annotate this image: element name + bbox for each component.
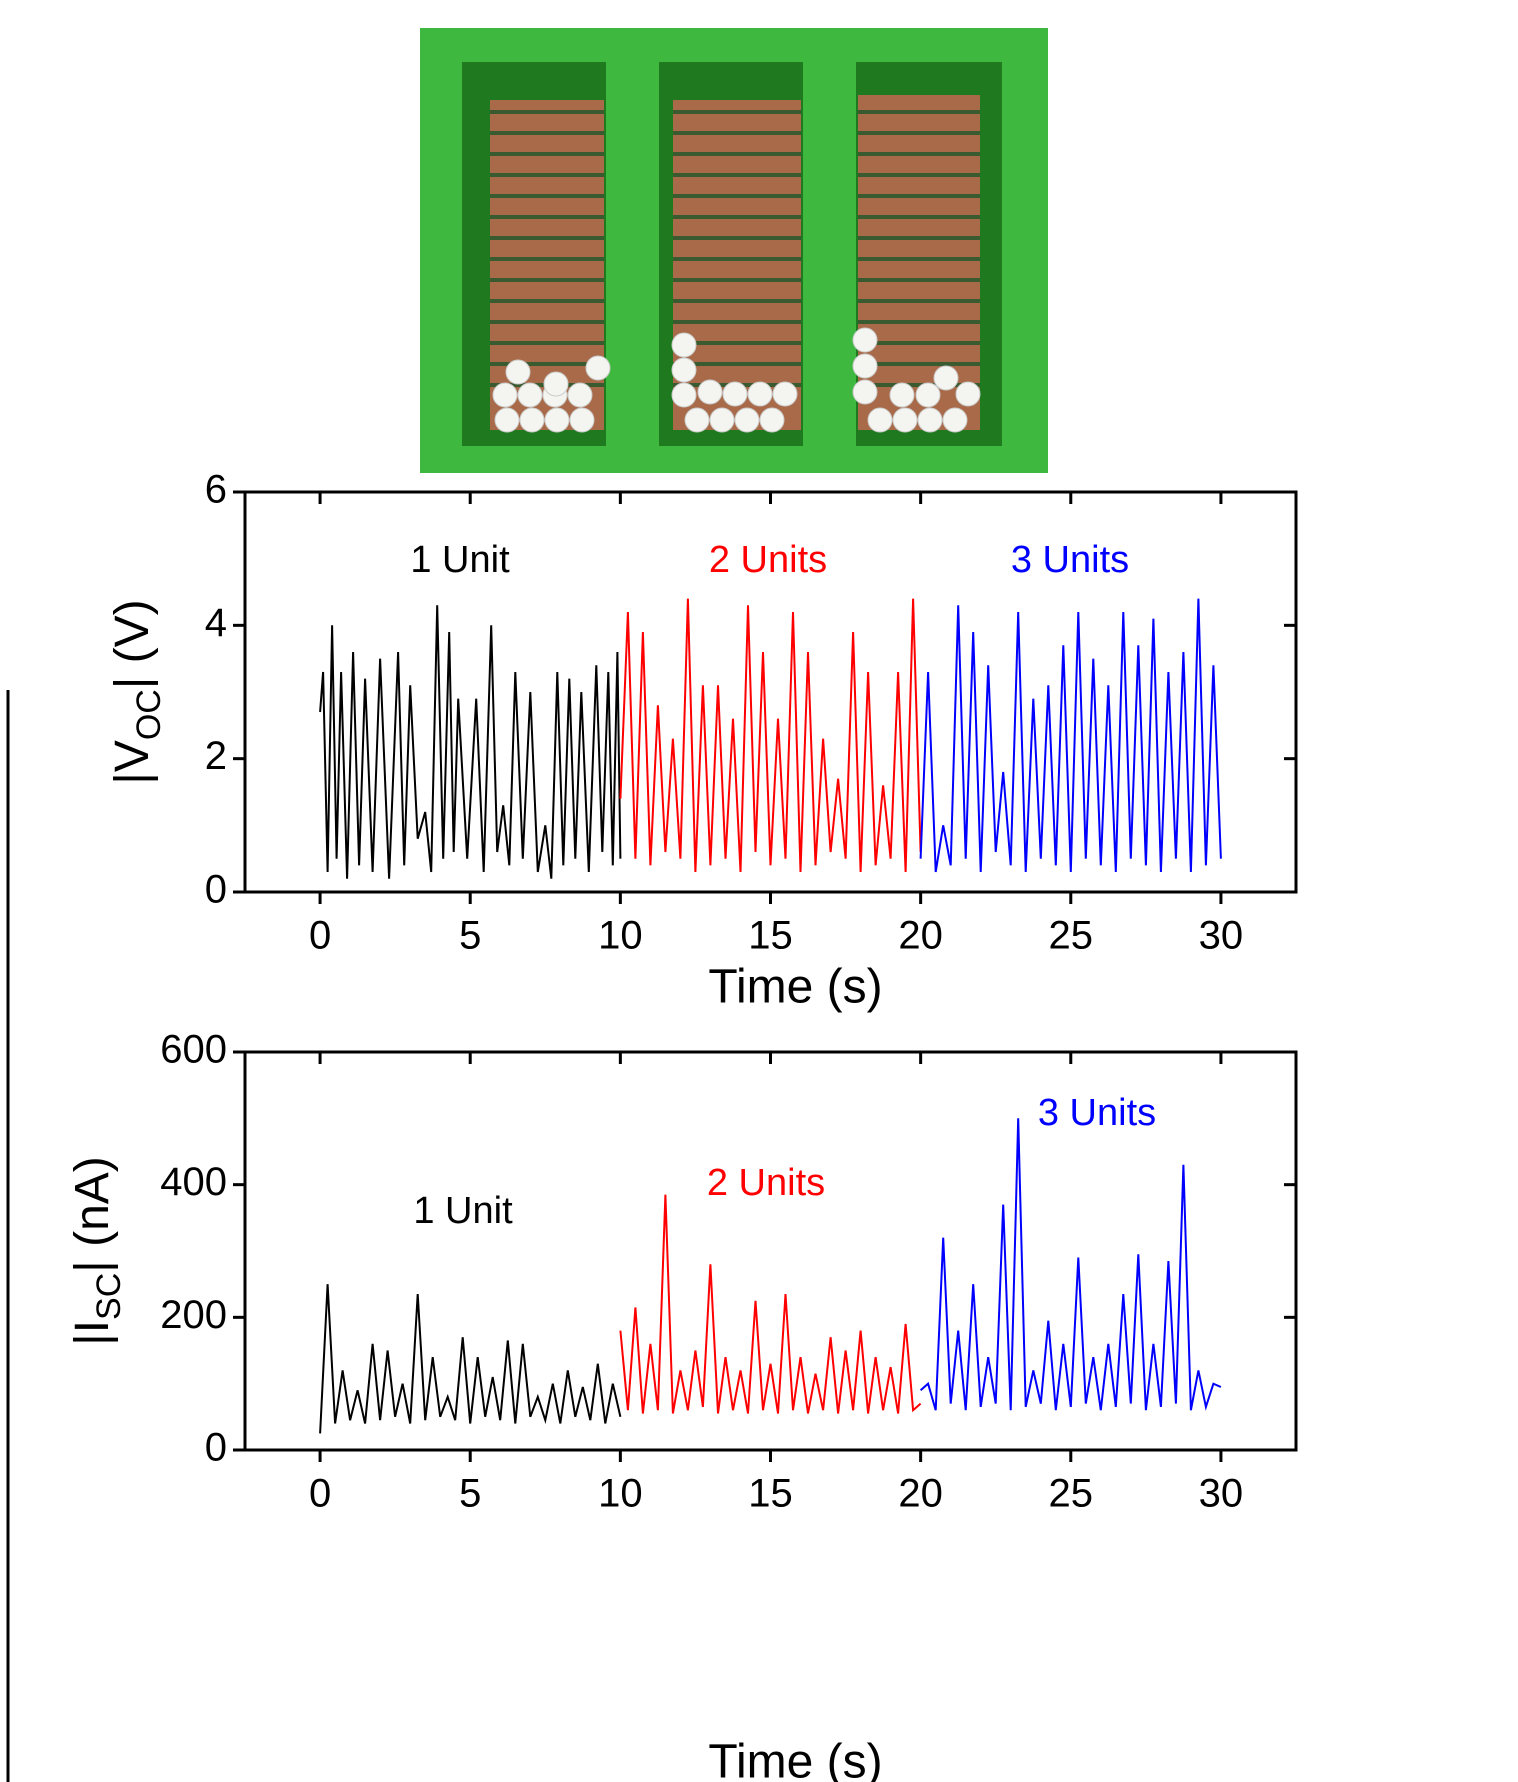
x-tick-label: 15 — [748, 914, 793, 958]
x-tick-label: 5 — [459, 1472, 481, 1516]
series-label: 2 Units — [709, 539, 827, 581]
y-tick-label: 0 — [205, 1426, 227, 1470]
y-tick-label: 0 — [205, 868, 227, 912]
x-tick-label: 25 — [1049, 1472, 1094, 1516]
y-axis-title: |VOC| (V) — [106, 599, 168, 784]
x-tick-label: 15 — [748, 1472, 793, 1516]
x-tick-label: 0 — [309, 914, 331, 958]
y-tick-label: 600 — [160, 1028, 227, 1072]
y-axis-title-part: | (nA) — [66, 1156, 119, 1272]
y-tick-label: 200 — [160, 1293, 227, 1337]
x-tick-label: 25 — [1049, 914, 1094, 958]
photo — [420, 28, 1048, 473]
y-tick-label: 400 — [160, 1160, 227, 1204]
y-axis-title-part: OC — [130, 689, 168, 740]
data-line — [619, 1194, 922, 1414]
x-tick-label: 20 — [898, 914, 943, 958]
y-tick-label: 6 — [205, 468, 227, 512]
x-axis-title: Time (s) — [708, 1736, 882, 1782]
series-label: 1 Unit — [413, 1190, 513, 1232]
data-line — [319, 605, 622, 879]
y-axis-title-part: |I — [66, 1320, 119, 1346]
y-tick-label: 2 — [205, 734, 227, 778]
x-tick-label: 10 — [598, 914, 643, 958]
y-axis-title-part: | (V) — [106, 599, 159, 689]
y-axis-title-part: SC — [90, 1273, 128, 1320]
series-label: 2 Units — [707, 1162, 825, 1204]
y-axis-title-part: |V — [106, 740, 159, 784]
x-tick-label: 10 — [598, 1472, 643, 1516]
x-tick-label: 0 — [309, 1472, 331, 1516]
x-tick-label: 5 — [459, 914, 481, 958]
data-line — [619, 598, 922, 873]
x-tick-label: 30 — [1199, 914, 1244, 958]
y-tick-label: 4 — [205, 601, 227, 645]
data-line — [319, 1284, 622, 1434]
data-line — [919, 1118, 1222, 1411]
x-tick-label: 20 — [898, 1472, 943, 1516]
data-line — [919, 598, 1222, 873]
series-label: 3 Units — [1011, 539, 1129, 581]
x-axis-title: Time (s) — [708, 961, 882, 1014]
x-tick-label: 30 — [1199, 1472, 1244, 1516]
y-axis-title: |ISC| (nA) — [66, 1156, 128, 1346]
series-label: 1 Unit — [410, 539, 510, 581]
series-label: 3 Units — [1038, 1092, 1156, 1134]
